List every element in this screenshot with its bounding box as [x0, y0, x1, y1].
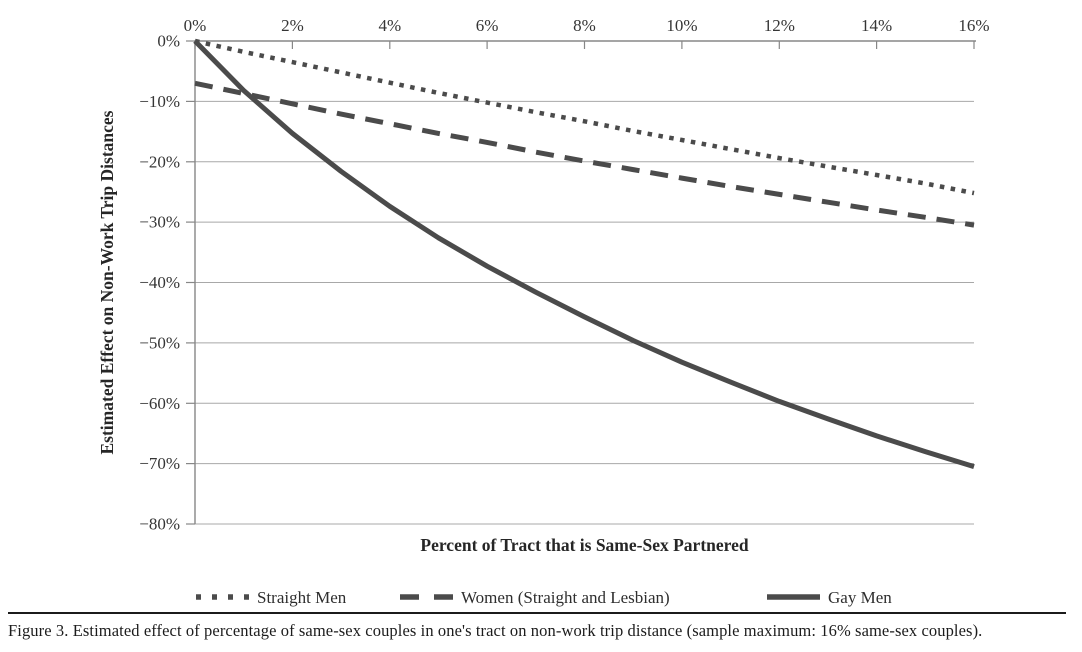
x-tick-label: 6% — [476, 16, 499, 35]
legend: Straight Men Women (Straight and Lesbian… — [196, 588, 892, 607]
x-axis-top: 0% 2% 4% 6% 8% 10% 12% 14% 16% — [184, 16, 990, 49]
y-axis-title: Estimated Effect on Non-Work Trip Distan… — [97, 110, 117, 454]
y-tick-label: −30% — [139, 213, 180, 232]
y-axis-left: 0% −10% −20% −30% −40% −50% −60% −70% −8… — [139, 32, 196, 534]
x-axis-title: Percent of Tract that is Same-Sex Partne… — [420, 535, 748, 555]
legend-item-gay-men: Gay Men — [767, 588, 892, 607]
y-tick-label: −40% — [139, 273, 180, 292]
series-line-women — [194, 80, 975, 228]
x-tick-label: 2% — [281, 16, 304, 35]
legend-label: Straight Men — [257, 588, 347, 607]
plot-area — [193, 38, 975, 469]
x-tick-label: 12% — [764, 16, 795, 35]
y-tick-label: 0% — [157, 32, 180, 51]
series-line-straight-men — [194, 38, 975, 196]
figure-caption: Figure 3. Estimated effect of percentage… — [8, 612, 1066, 641]
gridlines — [195, 100, 974, 525]
x-tick-label: 0% — [184, 16, 207, 35]
x-tick-label: 10% — [666, 16, 697, 35]
y-tick-label: −50% — [139, 333, 180, 352]
x-tick-label: 16% — [958, 16, 989, 35]
legend-label: Gay Men — [828, 588, 892, 607]
chart-canvas: 0% 2% 4% 6% 8% 10% 12% 14% 16% 0% −10% −… — [97, 16, 990, 607]
legend-item-women: Women (Straight and Lesbian) — [400, 588, 670, 607]
legend-item-straight-men: Straight Men — [196, 588, 347, 607]
series-line-gay-men — [193, 39, 975, 469]
x-tick-label: 4% — [378, 16, 401, 35]
x-tick-label: 8% — [573, 16, 596, 35]
y-tick-label: −20% — [139, 152, 180, 171]
y-tick-label: −80% — [139, 515, 180, 534]
y-tick-label: −10% — [139, 92, 180, 111]
x-tick-label: 14% — [861, 16, 892, 35]
y-tick-label: −60% — [139, 394, 180, 413]
y-tick-label: −70% — [139, 454, 180, 473]
legend-label: Women (Straight and Lesbian) — [461, 588, 670, 607]
